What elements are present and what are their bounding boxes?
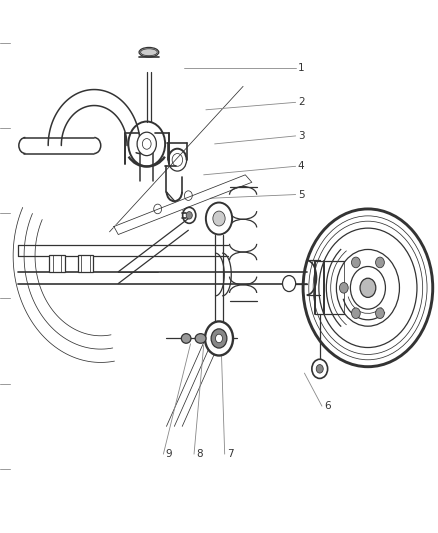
Text: 8: 8: [196, 449, 203, 459]
Circle shape: [351, 257, 360, 268]
Circle shape: [211, 329, 227, 348]
Circle shape: [213, 211, 225, 226]
Ellipse shape: [139, 47, 159, 57]
FancyBboxPatch shape: [78, 255, 93, 272]
Text: 3: 3: [298, 131, 304, 141]
Polygon shape: [114, 175, 252, 235]
Circle shape: [215, 334, 223, 343]
Text: 2: 2: [298, 98, 304, 107]
Circle shape: [375, 308, 384, 319]
Circle shape: [186, 212, 192, 219]
Circle shape: [205, 321, 233, 356]
Text: 5: 5: [298, 190, 304, 199]
Text: 9: 9: [166, 449, 172, 459]
Text: 6: 6: [324, 401, 331, 411]
Circle shape: [360, 278, 376, 297]
Ellipse shape: [181, 334, 191, 343]
Circle shape: [316, 365, 323, 373]
Text: 4: 4: [298, 161, 304, 171]
Circle shape: [206, 203, 232, 235]
FancyBboxPatch shape: [49, 255, 65, 272]
Circle shape: [351, 308, 360, 319]
Circle shape: [137, 132, 156, 156]
Text: 7: 7: [227, 449, 233, 459]
Circle shape: [339, 282, 348, 293]
Ellipse shape: [195, 334, 206, 343]
Circle shape: [312, 359, 328, 378]
Circle shape: [283, 276, 296, 292]
Circle shape: [375, 257, 384, 268]
Text: 1: 1: [298, 63, 304, 73]
